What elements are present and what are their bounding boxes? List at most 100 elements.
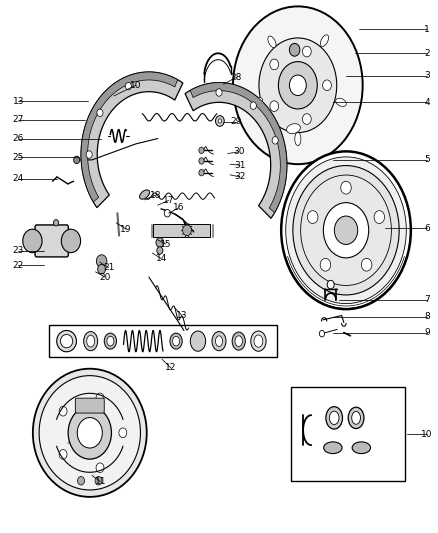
Ellipse shape [252,97,262,106]
Text: 5: 5 [424,156,430,164]
Text: 15: 15 [160,240,171,248]
Ellipse shape [173,336,180,346]
Circle shape [199,147,204,154]
Text: 8: 8 [424,312,430,321]
Circle shape [300,175,392,286]
Ellipse shape [57,330,76,352]
Circle shape [323,80,332,91]
Ellipse shape [232,332,245,350]
Text: 28: 28 [231,73,242,82]
Text: 32: 32 [234,173,246,181]
Text: 25: 25 [13,153,24,161]
Ellipse shape [60,335,73,348]
Circle shape [270,59,279,70]
Circle shape [307,211,318,223]
Ellipse shape [212,332,226,351]
Ellipse shape [254,335,263,348]
Ellipse shape [352,411,360,424]
Text: 2: 2 [424,49,430,58]
Ellipse shape [268,36,276,47]
Ellipse shape [33,369,147,497]
Circle shape [95,477,102,485]
Circle shape [74,156,80,164]
Text: 26: 26 [13,134,24,143]
Ellipse shape [352,442,371,454]
Circle shape [53,220,59,226]
Circle shape [199,169,204,176]
Text: 14: 14 [155,254,167,263]
Text: 23: 23 [13,246,24,255]
Circle shape [290,75,306,95]
Text: 24: 24 [13,174,24,183]
Text: 10: 10 [421,430,433,439]
Circle shape [68,407,111,459]
Circle shape [125,83,131,90]
Circle shape [293,166,399,295]
Circle shape [233,6,363,164]
Polygon shape [185,83,287,219]
Ellipse shape [215,336,223,346]
Text: 7: 7 [424,295,430,304]
Text: 10: 10 [130,81,141,90]
Circle shape [96,255,107,268]
Circle shape [259,38,337,133]
Circle shape [97,109,103,117]
Text: 4: 4 [424,98,430,107]
Text: 22: 22 [13,261,24,270]
Ellipse shape [326,407,343,429]
Text: 16: 16 [173,204,184,212]
Polygon shape [190,83,287,213]
Ellipse shape [190,331,206,351]
Text: 29: 29 [231,117,242,126]
Circle shape [98,264,106,274]
Circle shape [272,136,278,144]
Ellipse shape [170,333,182,349]
Text: 20: 20 [99,273,111,281]
Ellipse shape [321,35,328,46]
Circle shape [59,449,67,459]
Circle shape [199,158,204,164]
Ellipse shape [286,124,300,134]
Circle shape [216,88,222,96]
Circle shape [290,43,300,56]
Polygon shape [81,72,183,208]
Text: 30: 30 [233,148,244,156]
Circle shape [250,102,256,109]
Circle shape [286,157,406,304]
Circle shape [270,101,279,111]
Bar [291,387,405,481]
Text: 19: 19 [120,225,132,233]
Circle shape [157,247,163,254]
Text: 11: 11 [95,478,106,486]
Circle shape [96,393,104,402]
Circle shape [183,225,191,236]
Ellipse shape [87,335,95,347]
Circle shape [96,463,104,473]
Bar [153,224,210,237]
Text: 18: 18 [150,191,161,199]
Circle shape [361,259,372,271]
Circle shape [341,181,351,194]
Ellipse shape [348,407,364,429]
FancyBboxPatch shape [35,225,68,257]
Bar [49,325,277,357]
Circle shape [319,330,325,337]
Circle shape [164,209,170,217]
Text: 13: 13 [13,97,24,106]
Circle shape [61,229,81,253]
Circle shape [320,259,331,271]
Circle shape [119,428,127,438]
Circle shape [77,417,102,448]
Ellipse shape [251,331,266,351]
Ellipse shape [84,332,98,351]
Text: 9: 9 [424,328,430,337]
Ellipse shape [104,333,117,349]
Text: 17: 17 [163,196,174,205]
Ellipse shape [235,336,243,346]
Text: 1: 1 [424,25,430,34]
Ellipse shape [107,336,114,346]
Polygon shape [81,72,178,202]
Circle shape [323,203,369,258]
Circle shape [218,119,222,123]
Circle shape [279,62,317,109]
